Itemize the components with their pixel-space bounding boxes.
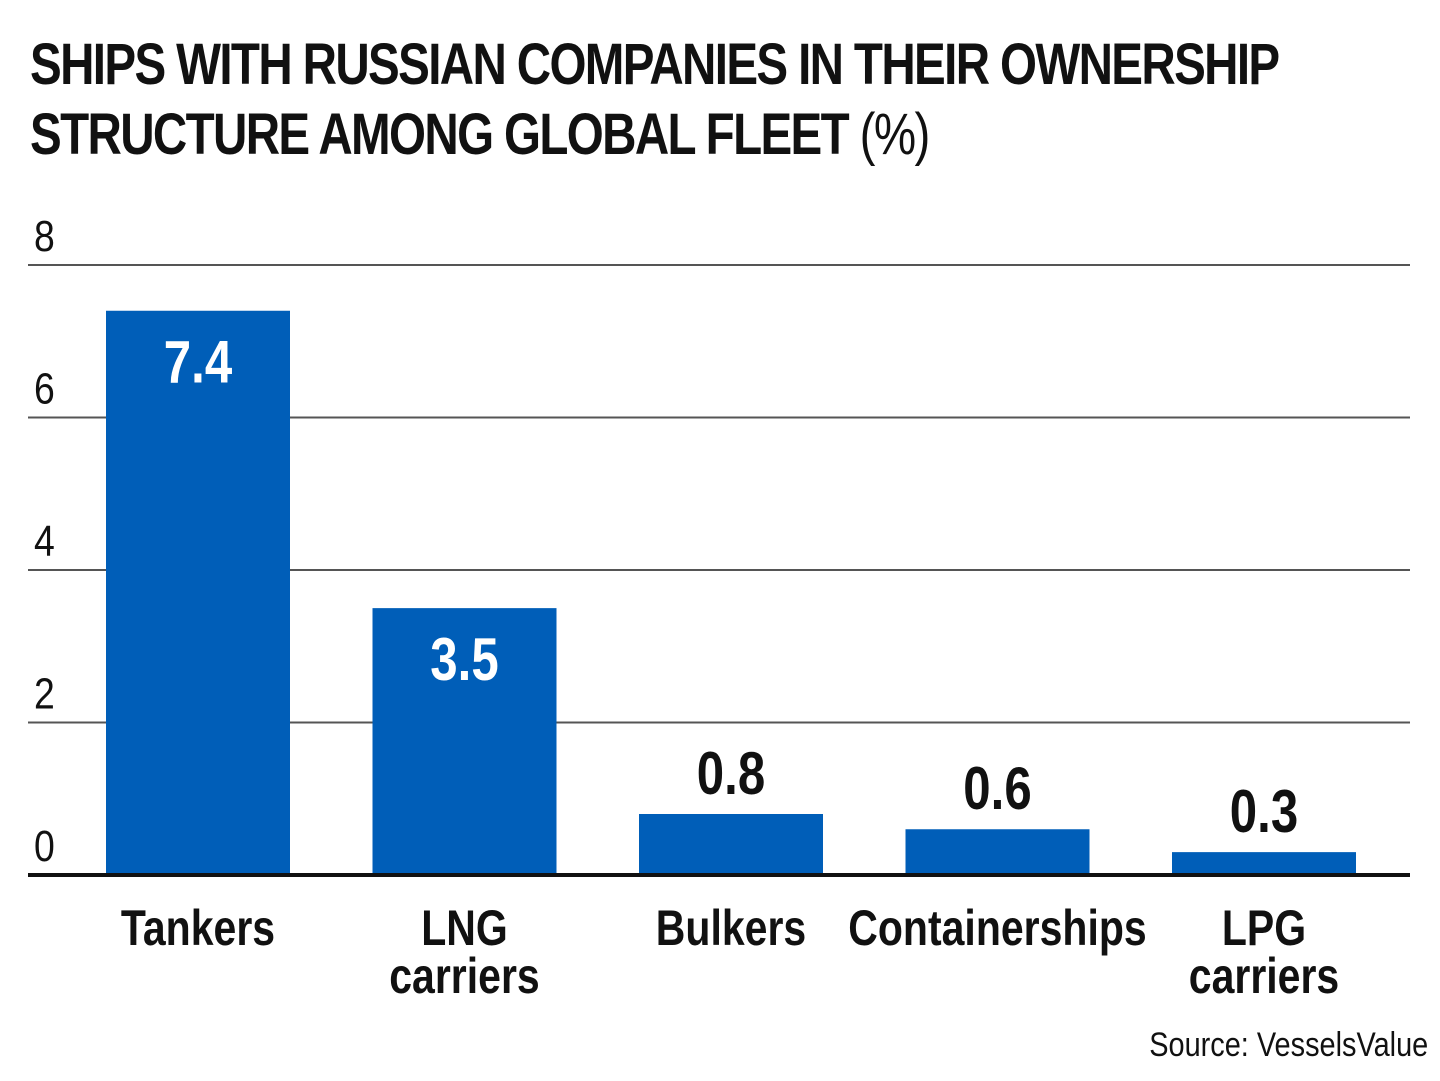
- bar-value-label: 7.4: [164, 328, 233, 396]
- x-category-label: Bulkers: [656, 900, 806, 956]
- x-category-label: Containerships: [848, 900, 1146, 956]
- bar: [905, 829, 1090, 875]
- y-tick-label: 6: [34, 364, 55, 414]
- bar-value-label: 0.6: [963, 755, 1031, 823]
- x-category-label: LPG: [1222, 900, 1306, 956]
- bar-value-label: 0.8: [697, 739, 765, 807]
- x-category-label: LNG: [421, 900, 508, 956]
- x-category-label: carriers: [389, 948, 539, 1004]
- y-tick-label: 2: [34, 669, 55, 719]
- bar-value-label: 0.3: [1230, 777, 1298, 845]
- x-category-label: Tankers: [121, 900, 275, 956]
- chart-title-text: SHIPS WITH RUSSIAN COMPANIES IN THEIR OW…: [30, 32, 1279, 167]
- bar: [372, 608, 557, 875]
- source-note: Source: VesselsValue: [1149, 1026, 1428, 1064]
- chart-title-unit: (%): [859, 102, 931, 167]
- bar: [106, 310, 290, 875]
- x-category-label: carriers: [1189, 948, 1339, 1004]
- y-tick-label: 0: [34, 821, 55, 871]
- bar: [639, 814, 823, 875]
- bar-value-label: 3.5: [430, 625, 498, 693]
- chart-title: SHIPS WITH RUSSIAN COMPANIES IN THEIR OW…: [30, 30, 1383, 170]
- bar: [1172, 852, 1356, 875]
- y-tick-label: 4: [34, 516, 55, 566]
- y-tick-label: 8: [34, 211, 55, 261]
